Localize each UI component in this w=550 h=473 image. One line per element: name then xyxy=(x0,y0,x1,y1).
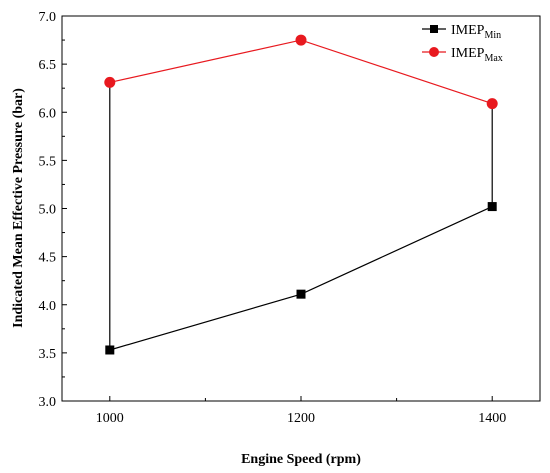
y-tick-label: 3.5 xyxy=(39,347,57,362)
legend: IMEPMin IMEPMax xyxy=(422,23,503,64)
legend-max-marker xyxy=(429,47,439,57)
y-tick-label: 6.5 xyxy=(39,58,57,73)
y-tick-label: 5.0 xyxy=(39,203,57,218)
legend-min-marker xyxy=(430,25,438,33)
markers-layer xyxy=(104,34,498,355)
y-tick-label: 4.0 xyxy=(39,299,57,314)
lines-layer xyxy=(109,39,493,351)
series-max-point xyxy=(295,34,307,46)
x-tick-label: 1000 xyxy=(96,411,124,426)
y-tick-label: 5.5 xyxy=(39,154,57,169)
y-tick-label: 6.0 xyxy=(39,106,57,121)
x-tick-label: 1200 xyxy=(287,411,315,426)
x-tick-label: 1400 xyxy=(478,411,506,426)
y-tick-label: 3.0 xyxy=(39,395,57,410)
series-max-point xyxy=(104,76,116,88)
ticks-layer: 3.0 3.5 4.0 4.5 5.0 5.5 6.0 6.5 7.0 1000 1200 1400 xyxy=(39,10,507,426)
y-tick-label: 4.5 xyxy=(39,251,57,266)
y-axis-title: Indicated Mean Effective Pressure (bar) xyxy=(11,88,26,328)
legend-min-label: IMEPMin xyxy=(451,23,501,41)
series-max-point xyxy=(486,98,498,110)
series-min-line xyxy=(109,206,493,351)
series-min-point xyxy=(105,345,115,355)
legend-max-subscript: Max xyxy=(484,53,502,64)
x-axis-title: Engine Speed (rpm) xyxy=(241,452,361,467)
legend-max-label: IMEPMax xyxy=(451,46,503,64)
legend-max-name: IMEP xyxy=(451,46,485,61)
y-tick-label: 7.0 xyxy=(39,10,57,25)
legend-min-subscript: Min xyxy=(484,30,501,41)
legend-min-name: IMEP xyxy=(451,23,485,38)
series-min-point xyxy=(296,289,306,299)
series-min-point xyxy=(487,202,497,212)
